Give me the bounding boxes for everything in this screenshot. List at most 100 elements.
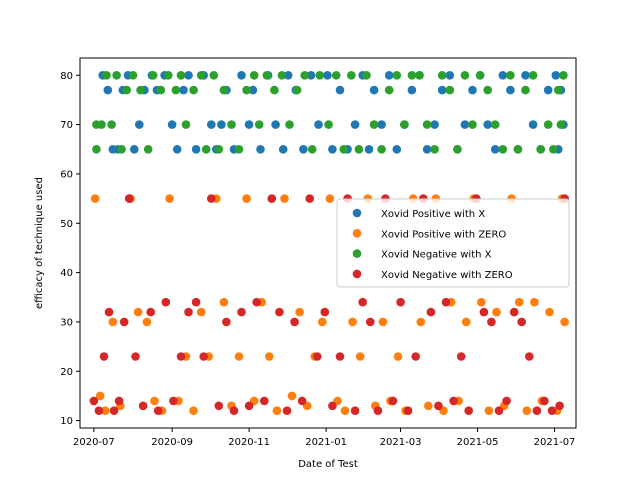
data-point <box>161 297 171 307</box>
x-tick-label: 2021-05 <box>457 437 499 448</box>
data-point <box>169 396 178 406</box>
data-point <box>339 145 349 154</box>
data-point <box>184 307 193 317</box>
data-point <box>324 120 333 129</box>
series-3 <box>89 194 569 416</box>
data-point <box>122 85 131 95</box>
data-point <box>350 120 360 129</box>
data-point <box>277 71 287 80</box>
data-point <box>191 145 201 154</box>
data-point <box>543 85 553 95</box>
legend-entry: Xovid Negative with ZERO <box>352 269 513 281</box>
data-point <box>513 145 523 154</box>
data-point <box>172 145 182 154</box>
data-point <box>234 145 244 154</box>
x-tick-label: 2020-11 <box>228 437 270 448</box>
data-point <box>540 396 549 406</box>
data-point <box>305 194 315 203</box>
data-point <box>498 145 508 154</box>
data-point <box>237 71 246 80</box>
data-point <box>378 317 388 327</box>
data-point <box>554 85 563 95</box>
data-point <box>227 120 236 129</box>
legend-label: Xovid Negative with ZERO <box>381 270 513 281</box>
data-point <box>244 401 254 411</box>
legend-marker <box>352 269 362 279</box>
data-point <box>124 194 134 203</box>
data-point <box>483 120 493 129</box>
x-tick-label: 2020-09 <box>151 437 193 448</box>
data-point <box>196 71 206 80</box>
data-point <box>217 120 226 129</box>
data-point <box>468 85 477 95</box>
data-point <box>430 120 439 129</box>
data-point <box>487 317 496 327</box>
data-point <box>559 71 568 80</box>
data-point <box>142 317 152 327</box>
data-point <box>275 307 284 317</box>
data-point <box>460 120 470 129</box>
legend-marker <box>352 208 362 218</box>
data-point <box>528 120 538 129</box>
data-point <box>494 406 504 416</box>
data-point <box>270 85 279 95</box>
data-point <box>393 352 403 361</box>
data-point <box>477 297 486 307</box>
data-point <box>248 85 258 95</box>
data-point <box>176 352 186 361</box>
data-point <box>348 317 357 327</box>
data-point <box>315 71 325 80</box>
data-point <box>490 120 500 129</box>
data-point <box>214 401 224 411</box>
data-point <box>150 396 159 406</box>
data-point <box>521 71 530 80</box>
data-point <box>506 85 515 95</box>
data-point <box>282 406 292 416</box>
data-point <box>307 145 317 154</box>
data-point <box>453 145 462 154</box>
x-axis: 2020-07 2020-09 2020-11 2021-01 2021-03 2021-… <box>73 428 575 448</box>
y-tick-label: 10 <box>60 416 73 427</box>
data-point <box>290 317 299 327</box>
data-point <box>441 297 451 307</box>
legend-box <box>336 198 570 288</box>
data-point <box>95 391 105 401</box>
data-point <box>138 401 148 411</box>
data-point <box>340 406 350 416</box>
data-point <box>532 406 542 416</box>
data-point <box>252 297 261 307</box>
data-point <box>280 194 289 203</box>
data-point <box>416 317 426 327</box>
data-point <box>392 145 402 154</box>
legend-entry: Xovid Positive with ZERO <box>352 229 506 240</box>
data-point <box>112 71 121 80</box>
data-point <box>100 406 110 416</box>
data-point <box>407 71 417 80</box>
data-point <box>102 71 111 80</box>
data-point <box>492 307 501 317</box>
data-point <box>189 406 198 416</box>
data-point <box>128 71 138 80</box>
data-point <box>437 71 447 80</box>
data-point <box>109 406 119 416</box>
data-point <box>545 307 554 317</box>
data-point <box>143 145 153 154</box>
data-point <box>148 71 158 80</box>
data-point <box>400 120 409 129</box>
data-point <box>483 85 493 95</box>
data-point <box>556 120 566 129</box>
data-point <box>90 194 100 203</box>
data-point <box>292 85 302 95</box>
data-point <box>350 406 360 416</box>
data-point <box>543 120 553 129</box>
data-point <box>377 120 386 129</box>
data-point <box>242 85 251 95</box>
data-point <box>509 307 519 317</box>
data-point <box>267 194 277 203</box>
data-point <box>156 85 166 95</box>
data-point <box>234 352 244 361</box>
data-point <box>449 396 458 406</box>
data-points <box>89 71 569 416</box>
data-point <box>249 71 259 80</box>
data-point <box>384 85 394 95</box>
